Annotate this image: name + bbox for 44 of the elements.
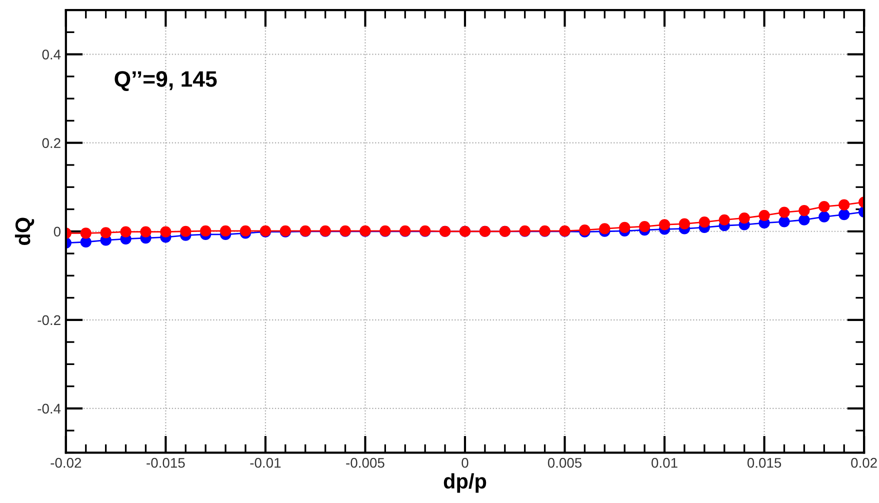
y-tick-label: 0.2: [42, 138, 60, 148]
point: [738, 212, 750, 224]
y-axis-title: dQ: [14, 218, 34, 245]
y-tick-label: 0.4: [42, 50, 61, 60]
point: [200, 225, 212, 236]
point: [80, 228, 92, 239]
point: [798, 214, 810, 226]
y-tick-label: 0: [54, 226, 61, 237]
point: [80, 236, 92, 248]
y-tick-label: -0.4: [38, 404, 61, 414]
point: [140, 226, 152, 238]
x-tick-label: 0.015: [747, 458, 782, 468]
x-tick-label: -0.005: [346, 458, 384, 468]
y-tick-label: -0.2: [38, 315, 60, 326]
point: [658, 219, 670, 230]
point: [818, 211, 830, 222]
annotation: Q’’=9, 145: [114, 71, 217, 91]
point: [778, 216, 790, 228]
x-tick-label: -0.015: [146, 458, 185, 468]
point: [160, 226, 172, 238]
x-tick-label: 0: [462, 458, 468, 468]
point: [639, 220, 650, 232]
point: [100, 227, 112, 238]
point: [698, 216, 710, 228]
point: [120, 226, 132, 238]
point: [220, 225, 232, 236]
point: [619, 222, 630, 233]
x-tick-label: -0.02: [50, 458, 82, 468]
point: [678, 218, 690, 230]
point: [240, 225, 252, 236]
point: [718, 214, 730, 226]
point: [818, 201, 830, 212]
x-axis-title: dp/p: [444, 473, 486, 493]
point: [838, 209, 850, 220]
x-tick-label: -0.01: [250, 458, 281, 468]
point: [758, 210, 770, 221]
x-tick-label: 0.02: [851, 458, 877, 468]
point: [599, 223, 610, 234]
x-tick-label: 0.005: [548, 458, 582, 468]
x-tick-label: 0.01: [652, 458, 678, 468]
point: [798, 205, 810, 216]
point: [180, 226, 192, 237]
point: [778, 206, 790, 218]
point: [838, 199, 850, 210]
